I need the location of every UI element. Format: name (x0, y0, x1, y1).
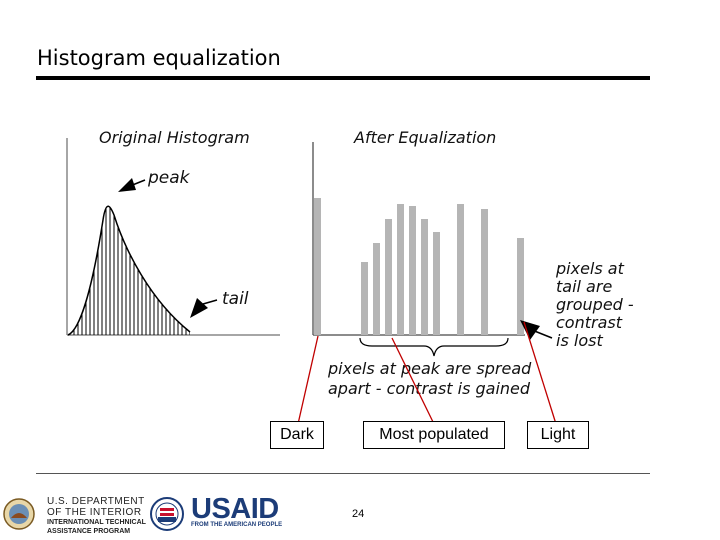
title-divider (36, 76, 650, 80)
svg-text:pixels at peak are spread: pixels at peak are spread (327, 359, 532, 378)
svg-text:apart - contrast is gained: apart - contrast is gained (328, 379, 531, 398)
after-equalization-title: After Equalization (353, 128, 496, 147)
most-populated-callout-box: Most populated (363, 421, 505, 449)
light-callout-label: Light (540, 426, 576, 443)
original-histogram-curve (67, 205, 191, 336)
svg-text:contrast: contrast (556, 313, 623, 332)
svg-text:is lost: is lost (556, 331, 603, 350)
equalized-bar (397, 204, 404, 335)
dark-callout-box: Dark (270, 421, 324, 449)
most-populated-callout-line (391, 337, 435, 425)
light-callout-box: Light (527, 421, 589, 449)
tail-note: pixels at tail are grouped - contrast is… (555, 259, 634, 350)
svg-text:tail are: tail are (556, 277, 612, 296)
svg-text:grouped -: grouped - (556, 295, 634, 314)
equalized-bar (421, 219, 428, 335)
peak-label: peak (147, 168, 191, 188)
equalized-bar (385, 219, 392, 335)
equalized-bar (481, 209, 488, 335)
footer-divider (36, 473, 650, 474)
original-histogram-title: Original Histogram (99, 128, 250, 147)
dark-callout-label: Dark (280, 426, 314, 443)
peak-note: pixels at peak are spread apart - contra… (327, 359, 532, 398)
slide-title: Histogram equalization (37, 46, 281, 70)
doi-logo-text: U.S. DEPARTMENT OF THE INTERIOR INTERNAT… (47, 496, 146, 535)
svg-text:pixels at: pixels at (555, 259, 625, 278)
equalized-bar (517, 238, 524, 335)
tail-pointer-line (202, 299, 218, 305)
usaid-logo: USAID (191, 493, 279, 525)
usaid-tagline: FROM THE AMERICAN PEOPLE (191, 522, 283, 528)
tail-label: tail (222, 289, 249, 309)
peak-arrowhead-icon (118, 178, 136, 192)
page-number: 24 (352, 508, 365, 520)
equalized-bar (373, 243, 380, 335)
most-populated-callout-label: Most populated (379, 426, 489, 443)
equalized-bar (361, 262, 368, 335)
equalized-bar (314, 198, 321, 335)
equalized-bar (409, 206, 416, 335)
equalized-bar (457, 204, 464, 335)
equalized-bar (433, 232, 440, 335)
curly-brace-icon (359, 337, 509, 357)
dark-callout-line (297, 335, 319, 425)
doi-seal-icon (3, 498, 35, 530)
tail-arrowhead-icon (190, 298, 208, 318)
usaid-seal-icon (150, 497, 184, 531)
original-histogram-hatch (69, 206, 190, 335)
light-callout-line (523, 321, 557, 425)
